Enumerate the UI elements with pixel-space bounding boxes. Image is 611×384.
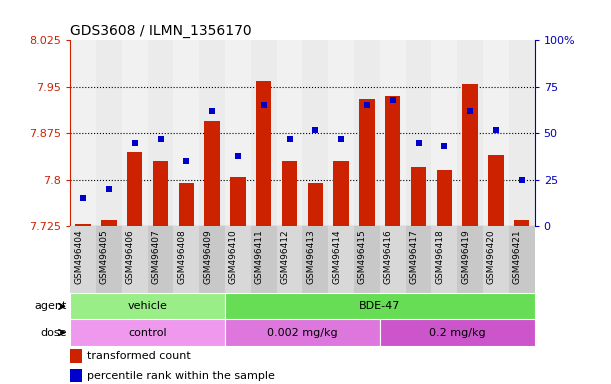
Text: GSM496419: GSM496419	[461, 230, 470, 284]
Bar	[205, 121, 220, 226]
Bar	[406, 226, 431, 293]
Bar	[199, 226, 225, 293]
Bar	[488, 155, 503, 226]
Bar	[96, 226, 122, 293]
Text: GSM496412: GSM496412	[280, 230, 290, 284]
Bar	[174, 40, 199, 226]
Bar	[70, 319, 225, 346]
Text: GSM496411: GSM496411	[255, 230, 264, 284]
Bar	[148, 226, 174, 293]
Text: GSM496410: GSM496410	[229, 230, 238, 284]
Text: vehicle: vehicle	[128, 301, 167, 311]
Text: GDS3608 / ILMN_1356170: GDS3608 / ILMN_1356170	[70, 25, 252, 38]
Bar	[96, 40, 122, 226]
Bar	[302, 40, 328, 226]
Text: GSM496404: GSM496404	[74, 230, 83, 284]
Bar	[70, 349, 82, 363]
Bar	[457, 40, 483, 226]
Bar	[101, 220, 117, 226]
Bar	[334, 161, 349, 226]
Bar	[230, 177, 246, 226]
Bar	[153, 161, 168, 226]
Bar	[328, 226, 354, 293]
Text: GSM496405: GSM496405	[100, 230, 109, 284]
Bar	[302, 226, 328, 293]
Text: GSM496415: GSM496415	[358, 230, 367, 284]
Text: BDE-47: BDE-47	[359, 301, 401, 311]
Bar	[199, 40, 225, 226]
Text: GSM496409: GSM496409	[203, 230, 212, 284]
Text: GSM496408: GSM496408	[177, 230, 186, 284]
Bar	[463, 84, 478, 226]
Text: 0.2 mg/kg: 0.2 mg/kg	[429, 328, 486, 338]
Bar	[277, 40, 302, 226]
Bar	[509, 226, 535, 293]
Bar	[251, 226, 277, 293]
Text: GSM496406: GSM496406	[126, 230, 135, 284]
Text: GSM496414: GSM496414	[332, 230, 341, 284]
Text: GSM496420: GSM496420	[487, 230, 496, 284]
Bar	[70, 226, 96, 293]
Bar	[354, 40, 380, 226]
Bar	[380, 319, 535, 346]
Bar	[178, 183, 194, 226]
Bar	[437, 170, 452, 226]
Text: GSM496418: GSM496418	[435, 230, 444, 284]
Bar	[225, 226, 251, 293]
Bar	[514, 220, 530, 226]
Bar	[75, 224, 91, 226]
Bar	[380, 226, 406, 293]
Bar	[122, 226, 148, 293]
Bar	[509, 40, 535, 226]
Bar	[385, 96, 400, 226]
Text: transformed count: transformed count	[87, 351, 190, 361]
Bar	[307, 183, 323, 226]
Text: GSM496421: GSM496421	[513, 230, 522, 284]
Bar	[277, 226, 302, 293]
Text: GSM496417: GSM496417	[409, 230, 419, 284]
Bar	[354, 226, 380, 293]
Bar	[225, 40, 251, 226]
Bar	[256, 81, 271, 226]
Bar	[431, 40, 457, 226]
Text: GSM496413: GSM496413	[306, 230, 315, 284]
Bar	[127, 152, 142, 226]
Text: GSM496407: GSM496407	[152, 230, 161, 284]
Bar	[70, 40, 96, 226]
Bar	[225, 319, 380, 346]
Bar	[328, 40, 354, 226]
Bar	[70, 293, 225, 319]
Bar	[380, 40, 406, 226]
Bar	[174, 226, 199, 293]
Bar	[483, 226, 509, 293]
Bar	[406, 40, 431, 226]
Bar	[411, 167, 426, 226]
Text: control: control	[128, 328, 167, 338]
Bar	[225, 293, 535, 319]
Bar	[70, 369, 82, 382]
Bar	[483, 40, 509, 226]
Bar	[148, 40, 174, 226]
Text: GSM496416: GSM496416	[384, 230, 393, 284]
Bar	[431, 226, 457, 293]
Text: agent: agent	[35, 301, 67, 311]
Bar	[282, 161, 298, 226]
Text: percentile rank within the sample: percentile rank within the sample	[87, 371, 274, 381]
Bar	[251, 40, 277, 226]
Text: 0.002 mg/kg: 0.002 mg/kg	[267, 328, 338, 338]
Bar	[359, 99, 375, 226]
Bar	[457, 226, 483, 293]
Text: dose: dose	[41, 328, 67, 338]
Bar	[122, 40, 148, 226]
